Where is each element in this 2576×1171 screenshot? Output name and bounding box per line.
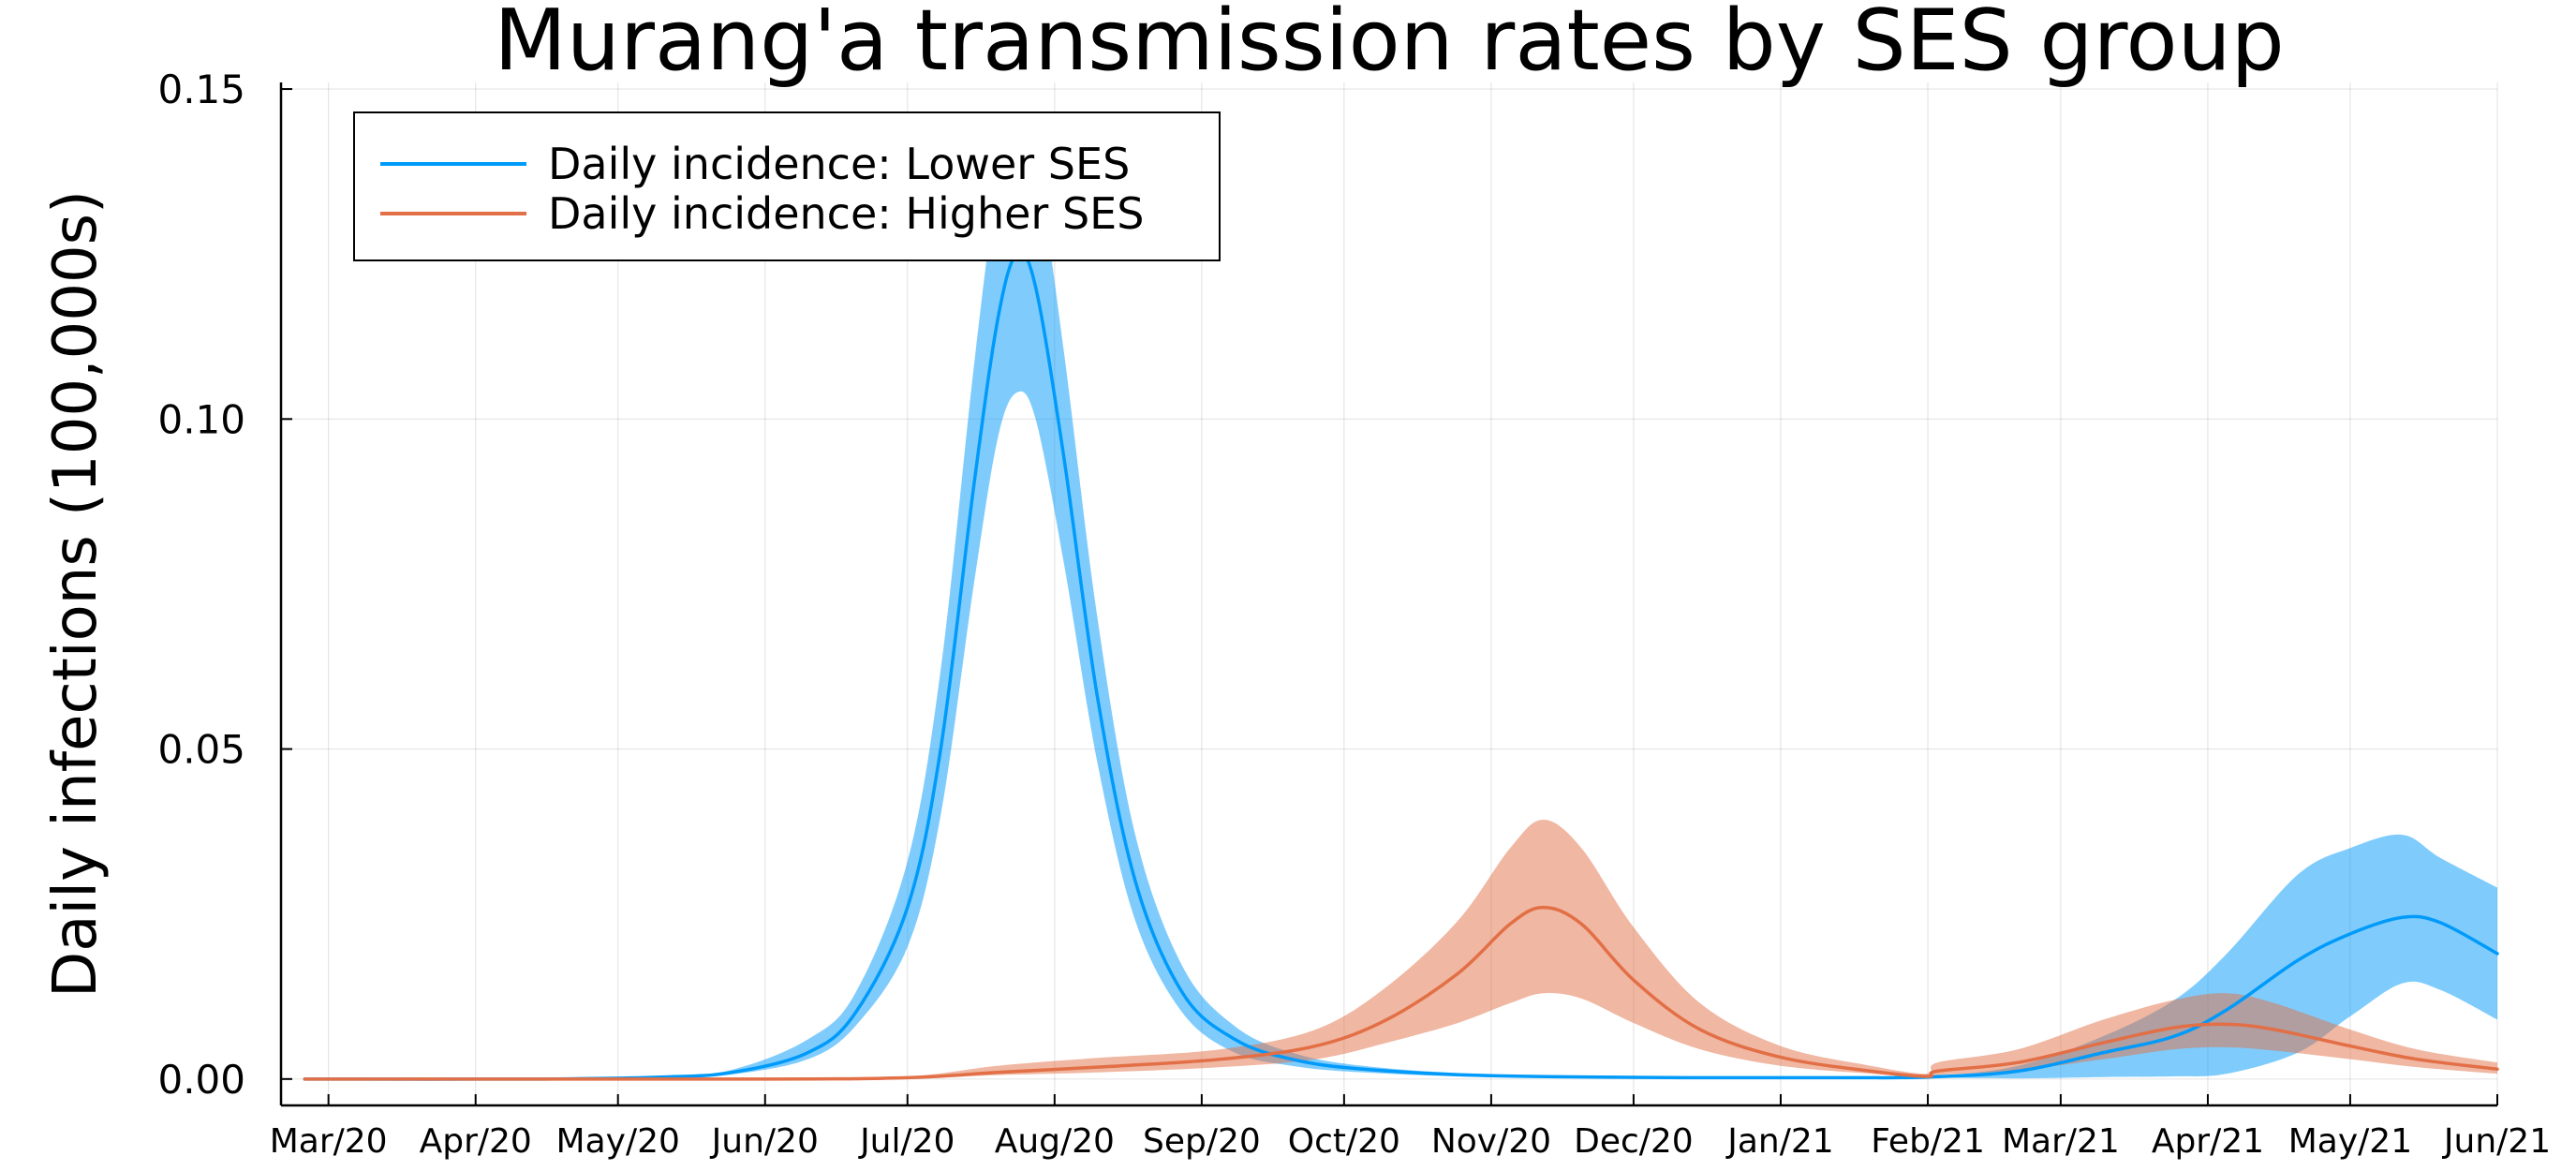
x-tick-label: Mar/20: [270, 1122, 388, 1161]
y-axis-label: Daily infections (100,000s): [41, 190, 111, 998]
x-axis-ticks: Mar/20 Apr/20 May/20 Jun/20 Jul/20 Aug/20 Sep/…: [270, 1094, 2551, 1161]
series-lines: [303, 250, 2499, 1081]
band-lower-ses: [304, 113, 2497, 1080]
x-tick-label: Mar/21: [2002, 1122, 2120, 1161]
x-tick-label: Dec/20: [1574, 1122, 1694, 1161]
x-tick-label: Jun/20: [710, 1122, 819, 1161]
legend-label-lower-ses: Daily incidence: Lower SES: [548, 139, 1130, 189]
y-tick-label: 0.10: [157, 396, 245, 442]
chart-title: Murang'a transmission rates by SES group: [494, 0, 2285, 90]
legend: Daily incidence: Lower SES Daily inciden…: [353, 111, 1221, 261]
legend-label-higher-ses: Daily incidence: Higher SES: [548, 188, 1144, 239]
x-tick-label: Feb/21: [1871, 1122, 1985, 1161]
x-tick-label: May/20: [556, 1122, 680, 1161]
confidence-bands: [304, 113, 2497, 1080]
x-tick-label: Jun/21: [2442, 1122, 2551, 1161]
band-higher-ses: [304, 819, 2497, 1080]
y-tick-label: 0.00: [157, 1057, 245, 1103]
x-tick-label: Jul/20: [858, 1122, 955, 1161]
line-higher-ses: [303, 905, 2499, 1081]
line-lower-ses: [303, 250, 2499, 1081]
axes: [279, 82, 2497, 1107]
y-axis-ticks: 0.00 0.05 0.10 0.15: [157, 67, 292, 1103]
y-tick-label: 0.05: [157, 727, 245, 773]
x-tick-label: Nov/20: [1431, 1122, 1551, 1161]
legend-box: [353, 111, 1221, 261]
x-tick-label: Apr/21: [2152, 1122, 2264, 1161]
x-tick-label: Jan/21: [1725, 1122, 1833, 1161]
x-tick-label: May/21: [2288, 1122, 2412, 1161]
x-tick-label: Sep/20: [1143, 1122, 1261, 1161]
x-tick-label: Oct/20: [1288, 1122, 1400, 1161]
x-tick-label: Apr/20: [420, 1122, 532, 1161]
x-tick-label: Aug/20: [995, 1122, 1115, 1161]
y-tick-label: 0.15: [157, 67, 245, 112]
